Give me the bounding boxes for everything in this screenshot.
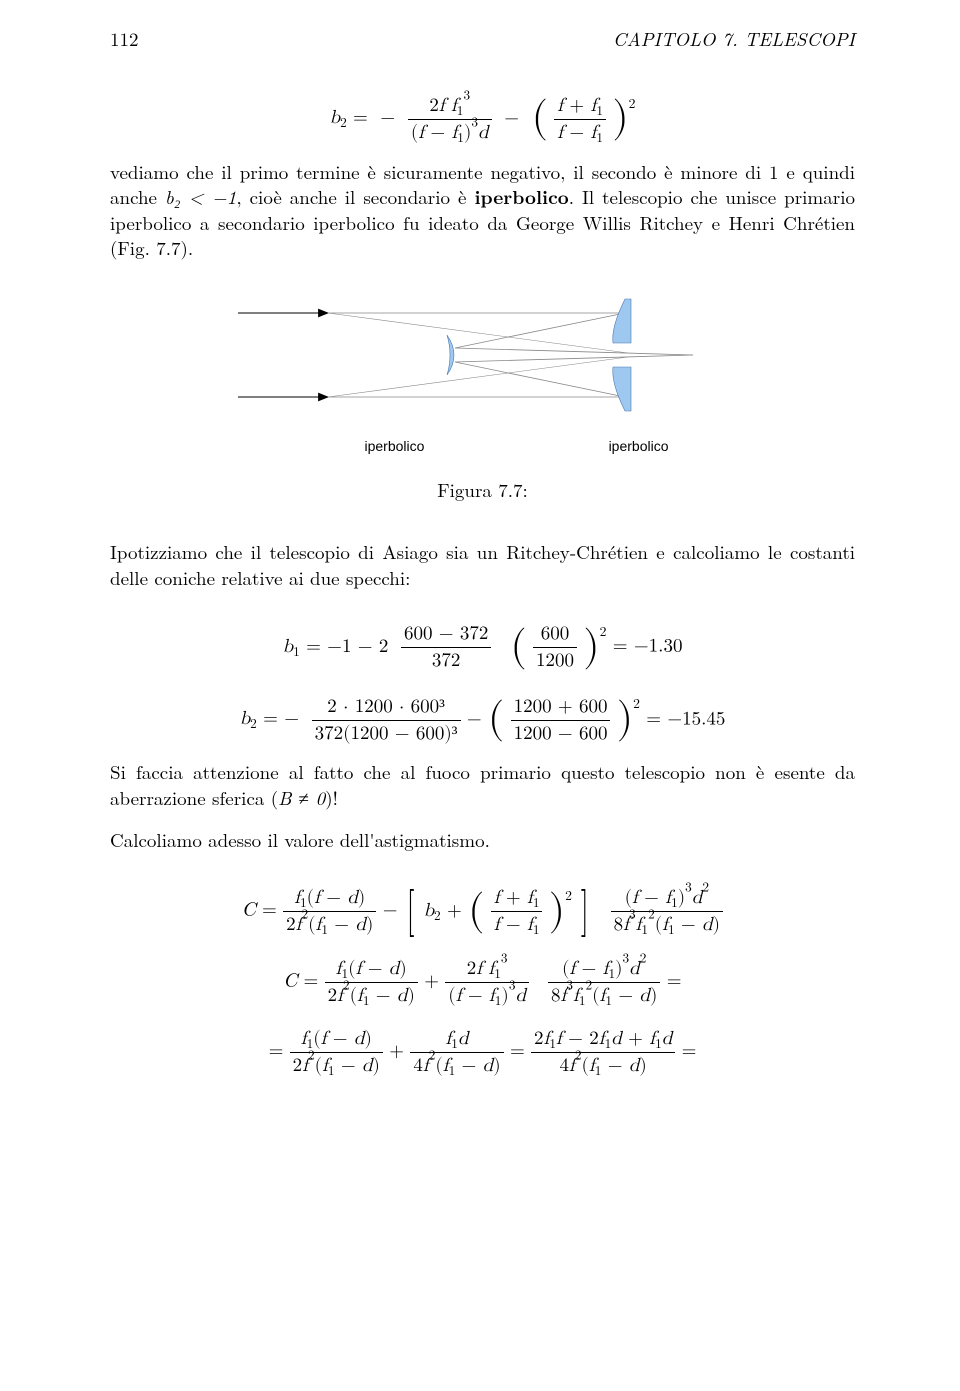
eq-b1-den: 372 (401, 648, 491, 673)
diagram-labels: iperbolico iperbolico (283, 438, 683, 454)
para1-inline-b2: b₂ < −1 (165, 183, 236, 210)
paragraph-1: vediamo che il primo termine è sicuramen… (110, 159, 855, 262)
equation-b2-numeric: b2 = − 2 · 1200 · 600³ 372(1200 − 600)³ … (110, 695, 855, 746)
paragraph-4: Calcoliamo adesso il valore dell'astigma… (110, 827, 855, 853)
para3-a: Si faccia attenzione al fatto che al fuo… (110, 758, 855, 811)
eq-b2n-den: 372(1200 − 600)³ (312, 721, 461, 746)
eq-b2n-pden: 1200 − 600 (511, 721, 611, 746)
eq-b2n-minus: − (467, 709, 488, 728)
chapter-title: CAPITOLO 7. TELESCOPI (613, 25, 855, 52)
equation-C-line2: C = f1(f − d) 2f2(f1 − d) + 2f f13 (f − … (110, 957, 855, 1008)
eq-b2n-pnum: 1200 + 600 (511, 695, 611, 721)
eq-b2n-result: = −15.45 (646, 709, 725, 728)
eq-b1-pnum: 600 (533, 622, 577, 648)
eq-b1-num: 600 − 372 (401, 622, 491, 648)
eq-b2n-num: 2 · 1200 · 600³ (312, 695, 461, 721)
para1-b: , cioè anche il secondario è (236, 183, 474, 210)
page-number: 112 (110, 25, 139, 52)
figure-caption: Figura 7.7: (110, 476, 855, 503)
equation-b1: b1 = −1 − 2 600 − 372 372 ( 600 1200 )2 … (110, 622, 855, 673)
para3-b: )! (325, 784, 338, 811)
eq-b1-pden: 1200 (533, 648, 577, 673)
paragraph-2: Ipotizziamo che il telescopio di Asiago … (110, 539, 855, 590)
para1-bold: iperbolico (474, 182, 568, 210)
equation-C-line3: = f1(f − d) 2f2(f1 − d) + f1d 4f2(f1 − d… (110, 1027, 855, 1078)
para3-inline: B ≠ 0 (278, 784, 325, 811)
equation-C-line1: C = f1(f − d) 2f2(f1 − d) − [ b2 + ( f +… (110, 886, 855, 937)
diagram-label-left: iperbolico (365, 438, 425, 454)
page-header: 112 CAPITOLO 7. TELESCOPI (110, 25, 855, 52)
diagram-label-right: iperbolico (609, 438, 669, 454)
figure-7-7: iperbolico iperbolico (233, 285, 733, 454)
eq-b1-result: = −1.30 (613, 637, 683, 656)
equation-b2-def: b2 = − 2f f13 (f − f1)3d − ( f + f1 f − … (110, 94, 855, 145)
paragraph-3: Si faccia attenzione al fatto che al fuo… (110, 759, 855, 810)
